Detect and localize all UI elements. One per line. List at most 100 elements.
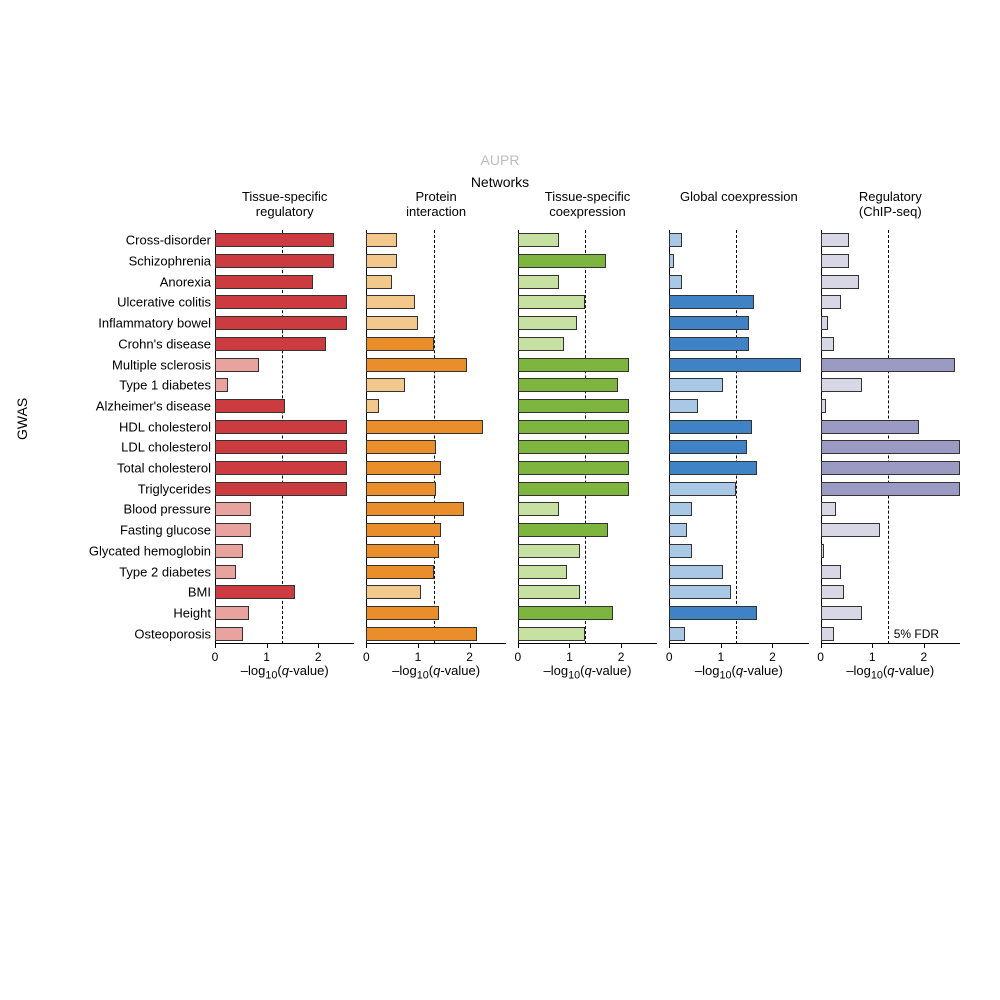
bar <box>366 482 436 496</box>
networks-label: Networks <box>40 174 960 190</box>
x-tick-label: 1 <box>717 650 724 664</box>
bar <box>821 275 860 289</box>
x-tick-label: 1 <box>415 650 422 664</box>
bar <box>518 523 608 537</box>
bar <box>215 295 347 309</box>
bar <box>669 399 697 413</box>
bar <box>821 565 842 579</box>
x-tick-label: 1 <box>869 650 876 664</box>
bar <box>366 337 433 351</box>
bar <box>366 378 405 392</box>
bar <box>518 378 619 392</box>
bar <box>669 337 749 351</box>
bar <box>821 606 862 620</box>
bar <box>518 254 606 268</box>
fdr-threshold-line <box>585 230 586 644</box>
bar <box>215 316 347 330</box>
bar <box>366 358 467 372</box>
category-label: Cross-disorder <box>126 233 211 248</box>
category-label: Triglycerides <box>138 481 211 496</box>
bar <box>366 440 436 454</box>
bar <box>669 316 749 330</box>
bar <box>518 337 564 351</box>
fdr-label: 5% FDR <box>894 627 939 641</box>
panel-title: Tissue-specificcoexpression <box>518 190 657 220</box>
bar <box>821 420 919 434</box>
bar <box>215 523 251 537</box>
panel-title: Global coexpression <box>669 190 808 205</box>
bar <box>366 502 464 516</box>
bar <box>215 565 236 579</box>
bar <box>366 606 438 620</box>
bar <box>669 275 682 289</box>
x-tick-label: 0 <box>212 650 219 664</box>
bar <box>518 544 580 558</box>
category-label: Inflammatory bowel <box>98 316 211 331</box>
category-label: BMI <box>188 585 211 600</box>
bar <box>215 233 334 247</box>
category-label: Osteoporosis <box>134 626 211 641</box>
bar <box>215 440 347 454</box>
category-label: Type 2 diabetes <box>119 564 211 579</box>
panel-title: Tissue-specificregulatory <box>215 190 354 220</box>
bar <box>821 337 834 351</box>
bar <box>518 420 629 434</box>
x-tick-label: 2 <box>769 650 776 664</box>
x-axis-label: –log10(q-value) <box>366 663 505 682</box>
x-tick-label: 2 <box>315 650 322 664</box>
category-label: Type 1 diabetes <box>119 378 211 393</box>
x-axis-label: –log10(q-value) <box>669 663 808 682</box>
panel: Global coexpression012–log10(q-value) <box>669 230 808 644</box>
bar <box>669 627 684 641</box>
bar <box>518 233 559 247</box>
bar <box>669 254 674 268</box>
bar <box>518 275 559 289</box>
panel: Proteininteraction012–log10(q-value) <box>366 230 505 644</box>
bar <box>821 627 834 641</box>
x-tick-label: 0 <box>514 650 521 664</box>
fdr-threshold-line <box>888 230 889 644</box>
bar <box>518 440 629 454</box>
category-label: Blood pressure <box>124 502 211 517</box>
fdr-threshold-line <box>282 230 283 644</box>
bar <box>821 502 836 516</box>
bar <box>821 378 862 392</box>
bar <box>366 461 441 475</box>
bar <box>215 627 243 641</box>
panel-title: Proteininteraction <box>366 190 505 220</box>
panel-title: Regulatory(ChIP-seq) <box>821 190 960 220</box>
fdr-threshold-line <box>736 230 737 644</box>
bar <box>821 585 844 599</box>
bar <box>215 254 334 268</box>
bar <box>669 606 757 620</box>
category-label: Schizophrenia <box>129 254 211 269</box>
bar <box>669 233 682 247</box>
panel: Tissue-specificregulatory012–log10(q-val… <box>215 230 354 644</box>
bar <box>821 316 829 330</box>
bar <box>366 585 420 599</box>
category-labels: Cross-disorder Schizophrenia Anorexia Ulcer… <box>40 230 215 644</box>
bar <box>821 295 842 309</box>
bar <box>366 544 438 558</box>
bar <box>669 482 736 496</box>
bar <box>821 544 825 558</box>
bar <box>366 275 392 289</box>
bar <box>821 233 849 247</box>
bar <box>366 565 433 579</box>
panel: Regulatory(ChIP-seq)012–log10(q-value)5%… <box>821 230 960 644</box>
bar <box>366 233 397 247</box>
x-tick-label: 0 <box>666 650 673 664</box>
bar <box>215 420 347 434</box>
x-axis-label: –log10(q-value) <box>821 663 960 682</box>
bar <box>821 482 960 496</box>
bar <box>669 358 801 372</box>
bar <box>215 358 259 372</box>
bar <box>518 358 629 372</box>
bar <box>366 254 397 268</box>
bar <box>669 544 692 558</box>
category-label: Ulcerative colitis <box>117 295 211 310</box>
fdr-threshold-line <box>434 230 435 644</box>
multi-panel-barchart: AUPR Networks GWAS Cross-disorderSchizop… <box>40 200 960 680</box>
category-label: Anorexia <box>160 274 211 289</box>
bar <box>518 295 585 309</box>
